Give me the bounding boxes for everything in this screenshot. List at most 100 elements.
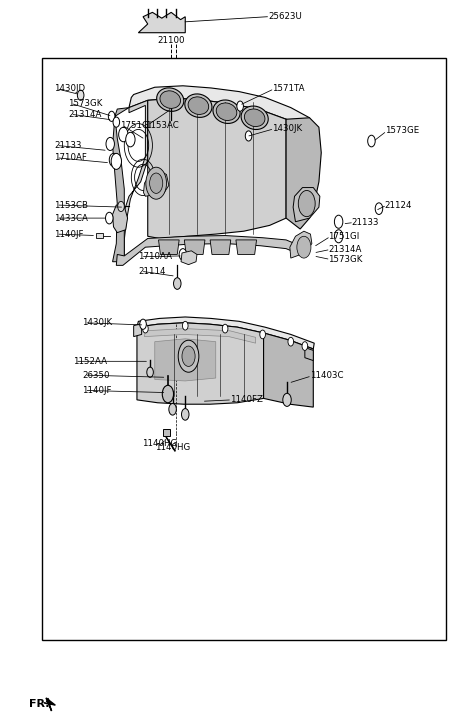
Polygon shape: [144, 171, 169, 196]
Bar: [96, 233, 103, 238]
Circle shape: [222, 324, 228, 333]
Ellipse shape: [244, 109, 265, 126]
Text: 21314A: 21314A: [68, 110, 101, 119]
Polygon shape: [286, 118, 321, 229]
Circle shape: [283, 393, 291, 406]
Text: 1140HG: 1140HG: [155, 443, 190, 451]
Polygon shape: [137, 323, 264, 404]
Circle shape: [237, 101, 243, 111]
Ellipse shape: [160, 91, 181, 108]
Text: 21114: 21114: [138, 267, 166, 276]
Text: 21133: 21133: [352, 218, 379, 227]
FancyBboxPatch shape: [163, 429, 170, 436]
Circle shape: [334, 230, 343, 243]
Polygon shape: [305, 348, 313, 361]
Polygon shape: [155, 339, 216, 381]
Circle shape: [118, 201, 124, 212]
Polygon shape: [116, 236, 300, 265]
Ellipse shape: [185, 94, 212, 117]
Text: 21133: 21133: [54, 141, 82, 150]
Circle shape: [260, 330, 265, 339]
Text: 25623U: 25623U: [269, 12, 303, 21]
Text: 1153AC: 1153AC: [145, 121, 179, 129]
Polygon shape: [148, 98, 286, 238]
Circle shape: [179, 249, 187, 260]
Polygon shape: [129, 86, 310, 129]
Bar: [42, 58, 446, 640]
Text: 1140FZ: 1140FZ: [230, 395, 263, 404]
Circle shape: [297, 236, 311, 258]
Polygon shape: [113, 108, 129, 262]
Text: 21100: 21100: [158, 36, 185, 45]
Polygon shape: [134, 324, 142, 337]
Circle shape: [288, 337, 294, 346]
Circle shape: [368, 135, 375, 147]
Circle shape: [150, 173, 163, 193]
Polygon shape: [210, 240, 231, 254]
Circle shape: [113, 117, 120, 127]
Circle shape: [182, 346, 195, 366]
Circle shape: [375, 203, 383, 214]
Circle shape: [245, 131, 252, 141]
Ellipse shape: [241, 106, 268, 129]
Ellipse shape: [188, 97, 209, 114]
Circle shape: [108, 111, 115, 121]
Circle shape: [162, 385, 174, 403]
Text: 1573GK: 1573GK: [68, 99, 102, 108]
Ellipse shape: [157, 88, 184, 111]
Circle shape: [77, 90, 84, 100]
Text: 1751GI: 1751GI: [328, 232, 360, 241]
Text: 1140JF: 1140JF: [54, 230, 83, 238]
Text: 26350: 26350: [82, 371, 110, 379]
Circle shape: [119, 127, 128, 142]
Circle shape: [111, 153, 121, 169]
Text: 1573GK: 1573GK: [328, 255, 363, 264]
Circle shape: [106, 137, 114, 150]
Circle shape: [174, 278, 181, 289]
Circle shape: [106, 212, 113, 224]
Circle shape: [182, 321, 188, 330]
Circle shape: [334, 215, 343, 228]
Polygon shape: [144, 329, 256, 343]
Polygon shape: [159, 240, 179, 254]
Circle shape: [109, 153, 118, 166]
Text: 1710AF: 1710AF: [54, 153, 87, 162]
Text: 1153CB: 1153CB: [54, 201, 88, 209]
Text: 21124: 21124: [385, 201, 412, 209]
Ellipse shape: [213, 100, 240, 124]
Text: 1433CA: 1433CA: [54, 214, 88, 222]
Polygon shape: [137, 317, 314, 349]
Text: 21314A: 21314A: [328, 245, 362, 254]
Polygon shape: [264, 333, 313, 407]
Circle shape: [298, 190, 315, 217]
Ellipse shape: [216, 103, 237, 121]
Text: 1430JK: 1430JK: [272, 124, 302, 133]
Circle shape: [169, 403, 176, 415]
PathPatch shape: [138, 12, 185, 33]
Text: 1140JF: 1140JF: [82, 386, 112, 395]
Circle shape: [143, 324, 148, 333]
Text: 1430JD: 1430JD: [54, 84, 85, 93]
Circle shape: [178, 340, 199, 372]
Polygon shape: [46, 698, 55, 711]
Polygon shape: [290, 231, 312, 258]
Polygon shape: [181, 251, 197, 265]
Polygon shape: [293, 188, 320, 222]
Circle shape: [182, 409, 189, 420]
Text: 1710AA: 1710AA: [138, 252, 172, 261]
Circle shape: [126, 132, 135, 147]
Polygon shape: [117, 100, 148, 262]
Text: 1573GE: 1573GE: [385, 126, 419, 135]
Text: 1751GI: 1751GI: [120, 121, 151, 129]
Text: 1152AA: 1152AA: [73, 357, 106, 366]
Polygon shape: [184, 240, 205, 254]
Text: 1140HG: 1140HG: [142, 439, 177, 448]
Polygon shape: [113, 205, 128, 233]
Polygon shape: [236, 240, 257, 254]
Text: FR.: FR.: [29, 699, 50, 709]
Circle shape: [147, 367, 153, 377]
Circle shape: [146, 167, 166, 199]
Text: 1430JK: 1430JK: [82, 318, 112, 327]
Circle shape: [302, 342, 308, 350]
Text: 11403C: 11403C: [310, 371, 343, 380]
